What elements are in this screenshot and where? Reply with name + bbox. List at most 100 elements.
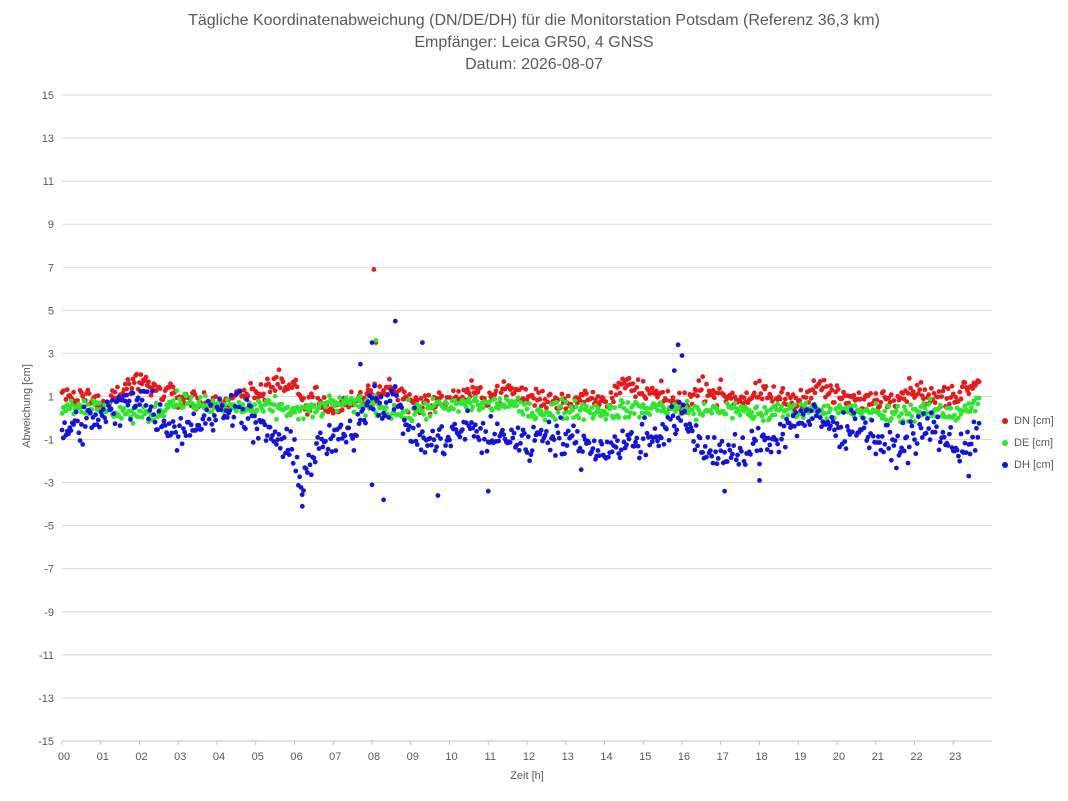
data-point (478, 426, 483, 431)
data-point (281, 435, 287, 440)
data-point (509, 427, 514, 433)
data-point (110, 397, 115, 403)
data-point (161, 418, 167, 424)
data-point (124, 386, 129, 392)
data-point (661, 405, 667, 411)
data-point (492, 392, 498, 397)
data-point (762, 404, 768, 410)
data-point (360, 406, 366, 412)
data-point (850, 429, 855, 435)
data-point (926, 402, 932, 407)
data-point (232, 403, 238, 409)
data-point (571, 423, 576, 429)
data-point (642, 415, 647, 421)
data-point (347, 418, 353, 424)
data-point (290, 460, 296, 466)
data-point (525, 434, 531, 440)
data-point (608, 390, 614, 395)
data-point (285, 447, 291, 453)
data-point-outlier (369, 482, 375, 488)
data-point (513, 399, 518, 404)
data-point (292, 410, 297, 415)
data-point (609, 395, 615, 401)
data-point (80, 393, 86, 399)
data-point (611, 399, 616, 405)
data-point (237, 388, 243, 394)
x-tick-label: 04 (213, 751, 225, 763)
data-point (932, 429, 938, 435)
data-point (62, 420, 67, 426)
data-point (323, 404, 328, 410)
data-point (956, 453, 961, 459)
data-point (777, 396, 783, 402)
data-point (717, 386, 722, 391)
data-point (877, 440, 882, 445)
data-point (608, 404, 614, 410)
data-point (170, 384, 176, 390)
data-point (868, 391, 873, 396)
data-point (124, 392, 129, 398)
data-point (126, 398, 132, 404)
data-point (649, 439, 655, 444)
data-point (81, 404, 87, 410)
data-point (492, 431, 498, 437)
data-point (245, 416, 251, 421)
data-point (537, 431, 543, 437)
data-point (480, 420, 486, 426)
data-point (231, 414, 237, 420)
data-point (286, 452, 292, 458)
data-point (356, 421, 362, 427)
data-point (591, 438, 597, 444)
data-point (81, 398, 87, 404)
data-point (877, 404, 882, 409)
data-point (751, 414, 757, 420)
data-point (531, 424, 536, 430)
data-point (631, 443, 637, 449)
data-point (580, 392, 585, 398)
data-point (935, 414, 941, 420)
data-point (418, 396, 424, 401)
data-point (569, 407, 575, 413)
data-point (399, 414, 405, 420)
data-point (565, 428, 571, 434)
data-point (829, 415, 835, 420)
data-point (926, 392, 932, 397)
data-point (709, 453, 715, 459)
data-point (407, 392, 412, 397)
data-point (775, 441, 780, 447)
data-point (382, 413, 388, 419)
data-point (522, 431, 527, 436)
data-point (639, 410, 645, 416)
data-point (206, 416, 212, 422)
data-point (161, 413, 167, 419)
data-point-outlier (358, 361, 363, 367)
data-point (766, 435, 771, 441)
data-point (655, 438, 660, 444)
data-point (821, 403, 827, 409)
data-point (560, 441, 566, 447)
data-point (524, 406, 530, 412)
data-point (294, 384, 300, 390)
data-point (581, 433, 587, 439)
data-point (825, 419, 831, 425)
data-point (544, 405, 549, 411)
data-point (640, 378, 646, 384)
data-point (828, 406, 833, 412)
data-point (673, 431, 678, 437)
data-point (270, 384, 275, 390)
data-point (888, 392, 894, 397)
data-point (612, 405, 618, 411)
x-tick-label: 09 (407, 751, 419, 763)
data-point (289, 385, 295, 391)
data-point (117, 404, 123, 410)
data-point (482, 436, 487, 442)
data-point (270, 408, 275, 414)
data-point (709, 410, 715, 416)
data-point (971, 419, 977, 425)
data-point (912, 437, 917, 442)
data-point (496, 406, 501, 411)
data-point (305, 470, 310, 475)
data-point (470, 384, 476, 390)
data-point (404, 408, 410, 413)
data-point (798, 401, 804, 407)
